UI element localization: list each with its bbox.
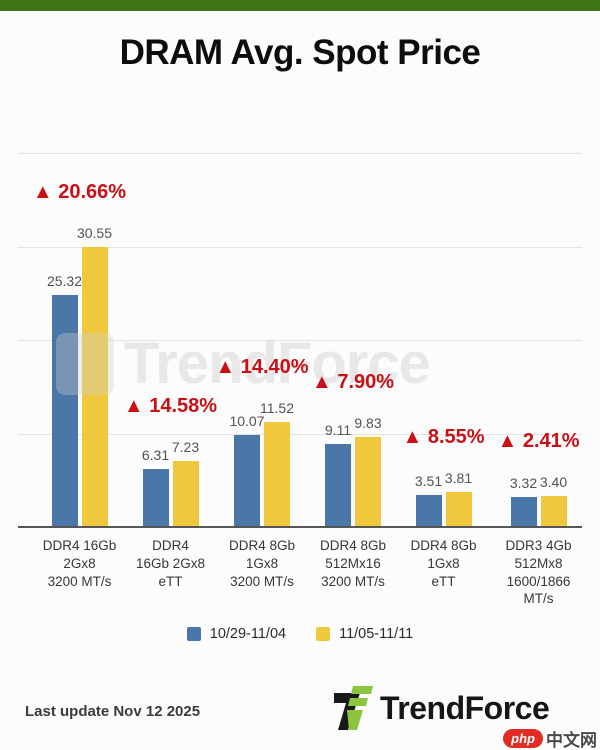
bar-week1 xyxy=(142,469,169,527)
legend-item-week2: 11/05-11/11 xyxy=(316,626,413,642)
value-label: 6.31 xyxy=(141,447,170,464)
gridline xyxy=(18,246,582,248)
bar-week1 xyxy=(415,494,442,527)
category-label: DDR4 16Gb 2Gx8 eTT xyxy=(135,538,206,589)
bar-week1 xyxy=(51,295,78,527)
trendforce-logo: TrendForce xyxy=(333,686,550,730)
bar-week2 xyxy=(264,421,290,527)
chart-legend: 10/29-11/04 11/05-11/11 xyxy=(0,626,600,642)
php-cn-watermark: php 中文网 xyxy=(503,726,597,750)
change-label: ▲ 8.55% xyxy=(402,426,485,449)
value-label: 3.32 xyxy=(509,474,538,491)
category-label: DDR3 4Gb 512Mx8 1600/1866 MT/s xyxy=(505,538,572,607)
value-label: 30.55 xyxy=(76,225,113,242)
value-label: 3.40 xyxy=(539,473,568,490)
value-label: 7.23 xyxy=(171,438,200,455)
bar-week2 xyxy=(172,460,199,527)
gridline xyxy=(18,433,582,435)
legend-label-week2: 11/05-11/11 xyxy=(339,626,414,642)
change-label: ▲ 14.40% xyxy=(215,355,309,378)
php-badge-cn-text: 中文网 xyxy=(546,731,597,750)
change-label: ▲ 20.66% xyxy=(32,181,127,204)
value-label: 25.32 xyxy=(46,273,83,290)
brand-name: TrendForce xyxy=(380,689,550,726)
bar-week2 xyxy=(355,437,381,527)
value-label: 11.52 xyxy=(260,399,294,416)
page-title: DRAM Avg. Spot Price xyxy=(119,33,481,72)
value-label: 3.81 xyxy=(444,470,473,487)
legend-label-week1: 10/29-11/04 xyxy=(209,626,287,642)
change-label: ▲ 14.58% xyxy=(123,394,218,417)
bar-week1 xyxy=(325,443,351,527)
category-label: DDR4 8Gb 512Mx16 3200 MT/s xyxy=(319,538,387,589)
bar-week2 xyxy=(540,495,567,527)
bar-week1 xyxy=(510,496,537,527)
legend-swatch-yellow xyxy=(316,627,331,641)
bar-week2 xyxy=(445,492,472,527)
value-label: 9.83 xyxy=(354,415,382,432)
category-label: DDR4 16Gb 2Gx8 3200 MT/s xyxy=(42,538,117,589)
php-badge-oval: php xyxy=(503,728,543,749)
value-label: 3.51 xyxy=(414,472,443,489)
value-label: 10.07 xyxy=(229,412,265,429)
top-green-bar xyxy=(0,0,600,11)
legend-swatch-blue xyxy=(186,627,201,641)
category-label: DDR4 8Gb 1Gx8 3200 MT/s xyxy=(228,538,296,589)
value-label: 9.11 xyxy=(324,421,352,438)
trendforce-logo-icon xyxy=(334,686,373,730)
gridline xyxy=(18,153,582,154)
change-label: ▲ 7.90% xyxy=(311,371,395,394)
legend-item-week1: 10/29-11/04 xyxy=(186,626,287,642)
x-axis-line xyxy=(18,526,582,528)
gridline xyxy=(18,340,582,341)
change-label: ▲ 2.41% xyxy=(497,429,580,452)
category-label: DDR4 8Gb 1Gx8 eTT xyxy=(410,538,477,589)
bar-week1 xyxy=(234,434,260,527)
last-update-text: Last update Nov 12 2025 xyxy=(25,703,201,720)
bar-week2 xyxy=(81,247,108,527)
